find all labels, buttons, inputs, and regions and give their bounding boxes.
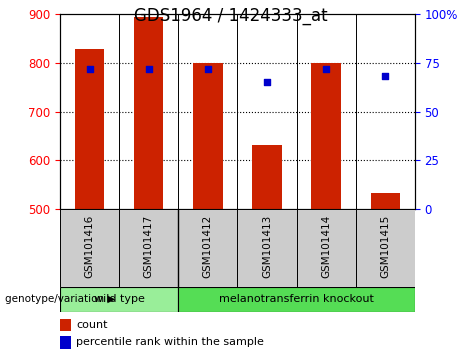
Bar [60, 287, 178, 312]
Text: GDS1964 / 1424333_at: GDS1964 / 1424333_at [134, 7, 327, 25]
Bar [178, 209, 237, 287]
Point [86, 66, 93, 72]
Point [204, 66, 212, 72]
Bar [193, 63, 223, 209]
Point [322, 66, 330, 72]
Text: GSM101416: GSM101416 [84, 215, 95, 278]
Bar [60, 336, 71, 349]
Bar [237, 209, 296, 287]
Bar [119, 209, 178, 287]
Text: GSM101415: GSM101415 [380, 215, 390, 278]
Point [263, 79, 271, 85]
Bar [60, 209, 119, 287]
Bar [311, 63, 341, 209]
Text: count: count [76, 320, 107, 330]
Bar [252, 144, 282, 209]
Text: percentile rank within the sample: percentile rank within the sample [76, 337, 264, 347]
Bar [60, 319, 71, 331]
Bar [75, 49, 104, 209]
Text: GSM101417: GSM101417 [144, 215, 154, 278]
Text: genotype/variation ▶: genotype/variation ▶ [5, 294, 115, 304]
Point [145, 66, 152, 72]
Bar [134, 17, 164, 209]
Bar [371, 193, 400, 209]
Text: GSM101412: GSM101412 [203, 215, 213, 278]
Bar [356, 209, 415, 287]
Text: wild type: wild type [94, 294, 145, 304]
Text: GSM101413: GSM101413 [262, 215, 272, 278]
Bar [296, 209, 356, 287]
Text: melanotransferrin knockout: melanotransferrin knockout [219, 294, 374, 304]
Bar [178, 287, 415, 312]
Text: GSM101414: GSM101414 [321, 215, 331, 278]
Point [382, 74, 389, 79]
